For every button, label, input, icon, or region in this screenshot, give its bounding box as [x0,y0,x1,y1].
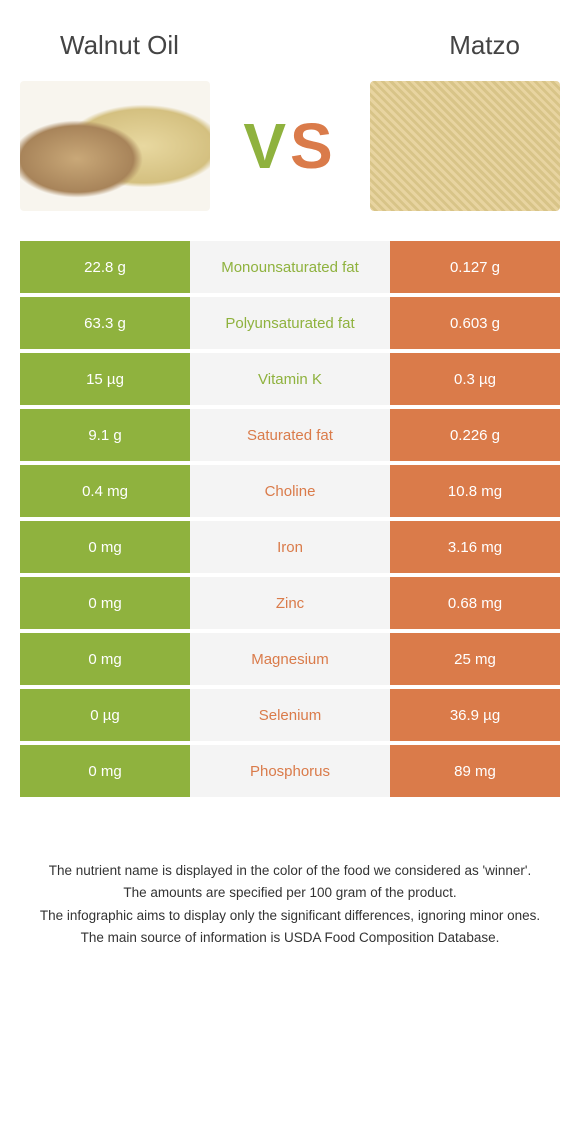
nutrient-table: 22.8 gMonounsaturated fat0.127 g63.3 gPo… [0,241,580,797]
table-row: 9.1 gSaturated fat0.226 g [20,409,560,461]
header: Walnut oil Matzo [0,0,580,81]
right-value-cell: 3.16 mg [390,521,560,573]
footer-line: The infographic aims to display only the… [30,906,550,926]
table-row: 0 mgMagnesium25 mg [20,633,560,685]
left-food-title: Walnut oil [60,30,179,61]
left-value-cell: 22.8 g [20,241,190,293]
table-row: 0 mgZinc0.68 mg [20,577,560,629]
left-food-image [20,81,210,211]
table-row: 0 µgSelenium36.9 µg [20,689,560,741]
table-row: 15 µgVitamin K0.3 µg [20,353,560,405]
left-value-cell: 9.1 g [20,409,190,461]
footer-line: The amounts are specified per 100 gram o… [30,883,550,903]
vs-s-letter: S [290,110,337,182]
right-value-cell: 89 mg [390,745,560,797]
nutrient-label-cell: Phosphorus [190,745,390,797]
right-food-image [370,81,560,211]
nutrient-label-cell: Iron [190,521,390,573]
left-value-cell: 63.3 g [20,297,190,349]
table-row: 63.3 gPolyunsaturated fat0.603 g [20,297,560,349]
right-value-cell: 0.127 g [390,241,560,293]
right-value-cell: 36.9 µg [390,689,560,741]
nutrient-label-cell: Zinc [190,577,390,629]
footer-line: The nutrient name is displayed in the co… [30,861,550,881]
table-row: 0.4 mgCholine10.8 mg [20,465,560,517]
table-row: 0 mgIron3.16 mg [20,521,560,573]
left-value-cell: 0 mg [20,577,190,629]
right-value-cell: 0.3 µg [390,353,560,405]
nutrient-label-cell: Selenium [190,689,390,741]
table-row: 22.8 gMonounsaturated fat0.127 g [20,241,560,293]
table-row: 0 mgPhosphorus89 mg [20,745,560,797]
vs-v-letter: V [243,110,290,182]
left-value-cell: 0 mg [20,633,190,685]
right-value-cell: 0.603 g [390,297,560,349]
nutrient-label-cell: Monounsaturated fat [190,241,390,293]
right-value-cell: 25 mg [390,633,560,685]
left-value-cell: 0 mg [20,521,190,573]
left-value-cell: 0 mg [20,745,190,797]
footer-line: The main source of information is USDA F… [30,928,550,948]
nutrient-label-cell: Magnesium [190,633,390,685]
left-value-cell: 0 µg [20,689,190,741]
images-row: VS [0,81,580,241]
nutrient-label-cell: Saturated fat [190,409,390,461]
nutrient-label-cell: Vitamin K [190,353,390,405]
right-food-title: Matzo [449,30,520,61]
right-value-cell: 0.68 mg [390,577,560,629]
footer-notes: The nutrient name is displayed in the co… [0,801,580,970]
right-value-cell: 0.226 g [390,409,560,461]
right-value-cell: 10.8 mg [390,465,560,517]
left-value-cell: 15 µg [20,353,190,405]
nutrient-label-cell: Polyunsaturated fat [190,297,390,349]
nutrient-label-cell: Choline [190,465,390,517]
left-value-cell: 0.4 mg [20,465,190,517]
vs-label: VS [243,114,336,178]
